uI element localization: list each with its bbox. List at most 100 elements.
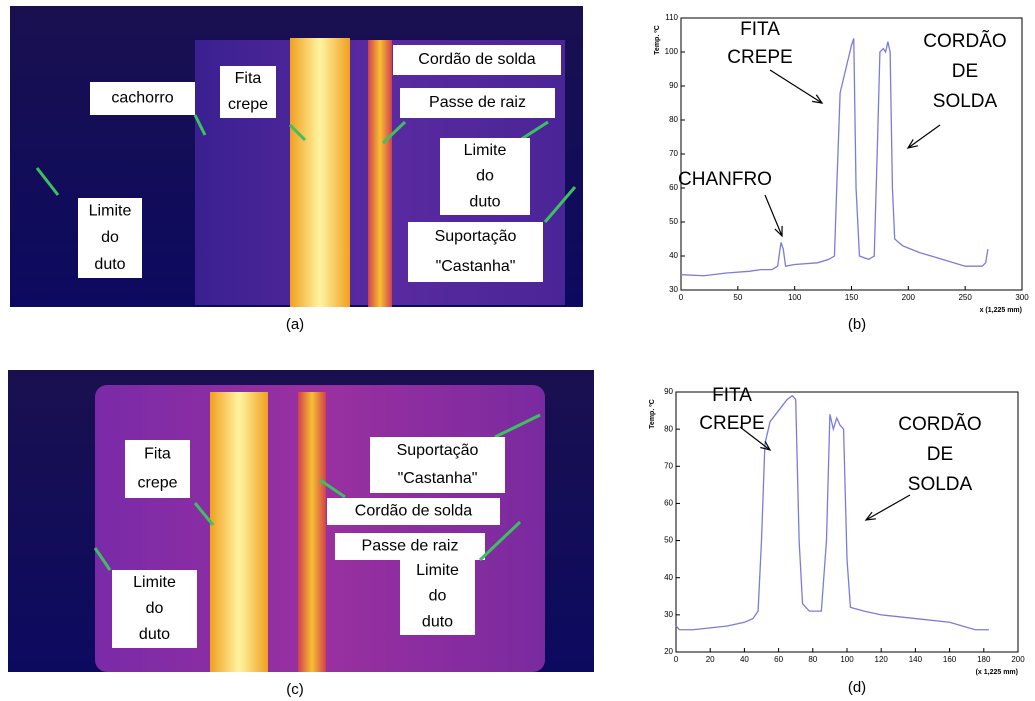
label-text: cachorro xyxy=(111,90,173,107)
label-box xyxy=(125,440,190,498)
annotation-arrow xyxy=(739,426,771,451)
y-axis-label: Temp. ºC xyxy=(649,399,656,429)
chart-caption: (b) xyxy=(848,316,866,333)
label-box xyxy=(440,138,530,215)
arrow-head xyxy=(774,225,783,238)
annotation-text: CREPE xyxy=(727,47,792,68)
leader-line xyxy=(288,123,307,142)
label-box xyxy=(90,82,195,115)
x-tick-label: 120 xyxy=(875,655,889,664)
annotation-arrow xyxy=(769,69,823,104)
leader-line xyxy=(319,478,346,499)
y-axis-label: Temp. ºC xyxy=(654,25,661,55)
label-text: Passe de raiz xyxy=(362,538,459,555)
y-tick-label: 80 xyxy=(669,115,678,124)
x-axis-label: (x 1,225 mm) xyxy=(976,669,1018,676)
y-tick-label: 50 xyxy=(664,536,673,545)
label-box xyxy=(370,437,505,493)
y-tick-label: 60 xyxy=(664,499,673,508)
label-text: duto xyxy=(94,256,125,273)
plot-frame xyxy=(680,17,1023,291)
label-box xyxy=(112,570,197,648)
annotation-text: SOLDA xyxy=(908,474,973,495)
label-box xyxy=(327,498,500,525)
y-tick-label: 70 xyxy=(669,149,678,158)
x-tick-label: 100 xyxy=(840,655,854,664)
label-text: Limite xyxy=(133,574,176,591)
label-text: Fita xyxy=(235,70,262,87)
y-tick-label: 80 xyxy=(664,424,673,433)
label-text: Passe de raiz xyxy=(429,94,526,111)
label-box xyxy=(220,66,276,118)
y-tick-label: 30 xyxy=(664,610,673,619)
x-axis-label: x (1,225 mm) xyxy=(980,307,1022,314)
annotation-arrow xyxy=(907,124,941,149)
y-tick-label: 50 xyxy=(669,217,678,226)
label-box xyxy=(400,558,475,635)
annotation-text: CHANFRO xyxy=(678,169,772,190)
x-tick-label: 0 xyxy=(674,655,679,664)
y-tick-label: 90 xyxy=(664,387,673,396)
x-tick-label: 40 xyxy=(740,655,749,664)
x-tick-label: 100 xyxy=(788,293,802,302)
label-box xyxy=(393,45,561,75)
annotation-text: SOLDA xyxy=(933,91,998,112)
y-tick-label: 90 xyxy=(669,81,678,90)
annotation-text: CORDÃO xyxy=(923,30,1006,52)
leader-line xyxy=(93,547,112,571)
x-tick-label: 20 xyxy=(706,655,715,664)
leader-line xyxy=(543,186,577,223)
x-tick-label: 0 xyxy=(679,293,684,302)
data-line xyxy=(680,38,989,277)
y-tick-label: 60 xyxy=(669,183,678,192)
x-tick-label: 200 xyxy=(902,293,916,302)
leader-line xyxy=(381,120,407,145)
annotation-text: CREPE xyxy=(699,413,764,434)
label-text: do xyxy=(101,229,119,246)
x-tick-label: 150 xyxy=(845,293,859,302)
label-text: Limite xyxy=(89,203,132,220)
label-box xyxy=(335,533,485,560)
annotation-text: FITA xyxy=(740,19,780,40)
y-tick-label: 110 xyxy=(665,13,678,22)
y-tick-label: 40 xyxy=(664,573,673,582)
label-box xyxy=(408,222,543,282)
leader-line xyxy=(193,114,207,136)
y-tick-label: 70 xyxy=(664,461,673,470)
x-tick-label: 80 xyxy=(808,655,817,664)
label-text: Suportação xyxy=(435,228,517,245)
arrow-head xyxy=(864,511,877,521)
label-text: "Castanha" xyxy=(436,258,516,275)
leader-line xyxy=(478,520,522,562)
label-text: Suportação xyxy=(397,442,479,459)
x-tick-label: 60 xyxy=(774,655,783,664)
leader-line xyxy=(193,502,215,526)
label-box xyxy=(400,88,555,118)
label-text: do xyxy=(429,588,447,605)
label-text: do xyxy=(476,168,494,185)
label-box xyxy=(78,198,142,278)
y-tick-label: 30 xyxy=(669,285,678,294)
arrow-head xyxy=(906,139,918,149)
annotation-text: DE xyxy=(952,61,978,82)
label-text: "Castanha" xyxy=(398,470,478,487)
image-caption: (a) xyxy=(286,316,304,333)
label-text: Cordão de solda xyxy=(418,51,536,68)
plot-frame xyxy=(675,391,1019,653)
label-text: crepe xyxy=(137,475,177,492)
chart-caption: (d) xyxy=(848,679,866,696)
annotation-arrow xyxy=(865,494,911,521)
leader-line xyxy=(35,167,60,196)
y-tick-label: 40 xyxy=(669,251,678,260)
label-text: Limite xyxy=(416,562,459,579)
y-tick-label: 20 xyxy=(664,647,673,656)
label-text: duto xyxy=(139,626,170,643)
annotation-text: DE xyxy=(927,444,953,465)
label-text: Cordão de solda xyxy=(355,503,473,520)
label-text: crepe xyxy=(228,96,268,113)
image-caption: (c) xyxy=(286,681,304,698)
x-tick-label: 50 xyxy=(733,293,742,302)
y-tick-label: 100 xyxy=(665,47,679,56)
annotation-text: CORDÃO xyxy=(898,413,981,435)
